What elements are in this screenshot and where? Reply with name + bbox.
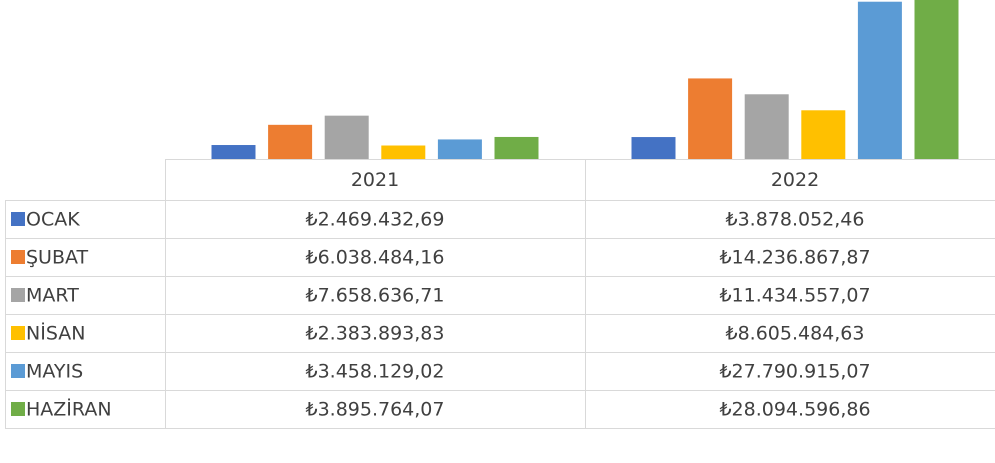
table-header: 2021 xyxy=(351,169,399,191)
table-cell: ₺3.878.052,46 xyxy=(725,209,864,231)
legend-key xyxy=(11,212,25,226)
bar xyxy=(211,145,256,159)
bar xyxy=(324,115,369,159)
table-cell: ₺14.236.867,87 xyxy=(719,247,870,269)
bar xyxy=(268,124,313,159)
table-cell: ₺6.038.484,16 xyxy=(305,247,444,269)
table-cell: ₺7.658.636,71 xyxy=(305,285,444,307)
bar xyxy=(801,110,846,159)
bar xyxy=(381,145,426,159)
table-header: 2022 xyxy=(771,169,819,191)
legend-key xyxy=(11,402,25,416)
bar xyxy=(914,0,959,159)
legend-label: OCAK xyxy=(26,209,80,231)
table-cell: ₺28.094.596,86 xyxy=(719,399,870,421)
legend-key xyxy=(11,364,25,378)
bar xyxy=(744,94,789,159)
legend-key xyxy=(11,326,25,340)
legend-key xyxy=(11,250,25,264)
bar xyxy=(631,137,676,159)
legend-label: NİSAN xyxy=(26,322,85,345)
bar xyxy=(437,139,482,159)
bar xyxy=(688,78,733,159)
legend-label: HAZİRAN xyxy=(26,398,112,421)
table-cell: ₺27.790.915,07 xyxy=(719,361,870,383)
bar xyxy=(857,1,902,159)
table-cell: ₺8.605.484,63 xyxy=(725,323,864,345)
table-cell: ₺3.895.764,07 xyxy=(305,399,444,421)
legend-key xyxy=(11,288,25,302)
legend-label: ŞUBAT xyxy=(26,247,89,269)
bar xyxy=(494,136,539,159)
legend-label: MAYIS xyxy=(26,361,83,383)
table-cell: ₺2.383.893,83 xyxy=(305,323,444,345)
table-cell: ₺2.469.432,69 xyxy=(305,209,444,231)
table-cell: ₺3.458.129,02 xyxy=(305,361,444,383)
legend-label: MART xyxy=(26,285,79,307)
table-cell: ₺11.434.557,07 xyxy=(719,285,870,307)
